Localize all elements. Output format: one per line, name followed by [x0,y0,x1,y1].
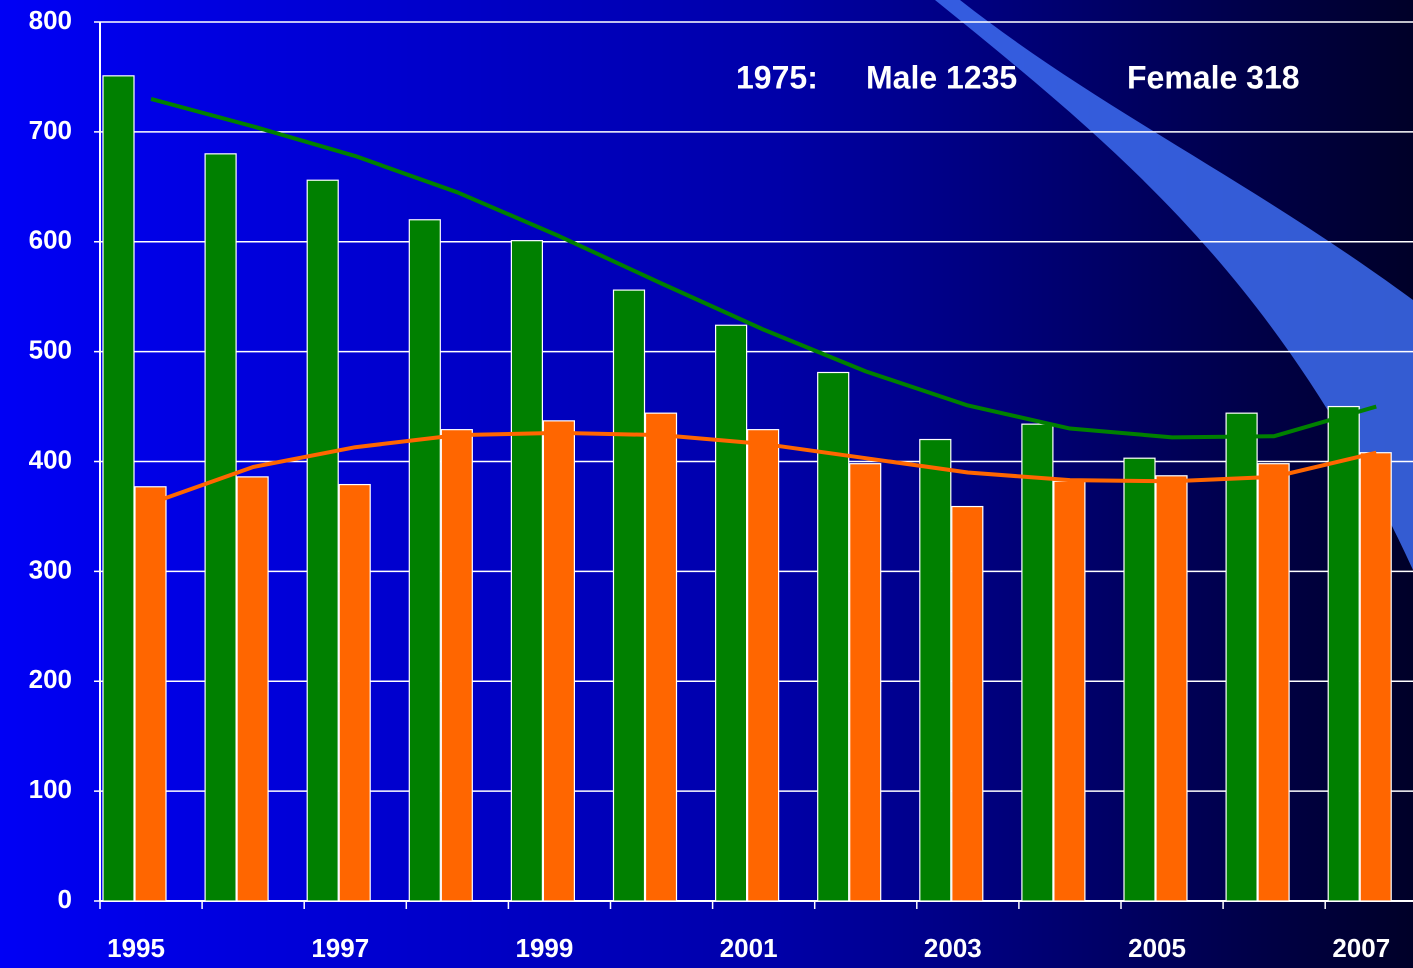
x-tick-label: 1997 [311,933,369,963]
x-tick-label: 2001 [720,933,778,963]
y-tick-label: 700 [29,115,72,145]
annotation: Male 1235 [866,59,1017,95]
y-tick-label: 600 [29,225,72,255]
bar [850,464,881,901]
bar [646,413,677,901]
y-tick-label: 800 [29,5,72,35]
bar [1328,407,1359,901]
bar [1226,413,1257,901]
bar [205,154,236,901]
page: {"chart_data": {"type": "bar", "categori… [0,0,1413,968]
bar [1156,476,1187,901]
bar [614,290,645,901]
bar [1124,458,1155,901]
y-tick-label: 0 [58,884,72,914]
bar [920,440,951,901]
bar [237,477,268,901]
bar [952,507,983,901]
x-tick-label: 2007 [1332,933,1390,963]
bar [1360,453,1391,901]
y-tick-label: 100 [29,774,72,804]
bar [716,325,747,901]
bar [409,220,440,901]
x-tick-label: 2005 [1128,933,1186,963]
bar [103,76,134,901]
bar [339,485,370,901]
y-tick-label: 200 [29,664,72,694]
bar [748,430,779,901]
annotation: Female 318 [1127,59,1300,95]
bar [1054,481,1085,901]
chart: 0 100 200 300 400 500 600 700 800 1995 1997 1999 200… [0,0,1413,968]
y-tick-label: 400 [29,444,72,474]
y-tick-label: 300 [29,554,72,584]
bar [543,421,574,901]
y-tick-label: 500 [29,335,72,365]
annotation: 1975: [736,59,818,95]
bar [1022,424,1053,901]
bar [511,241,542,901]
bar [135,487,166,901]
bar [1258,464,1289,901]
x-tick-label: 1999 [516,933,574,963]
x-tick-label: 1995 [107,933,165,963]
bar [441,430,472,901]
bar [307,180,338,901]
x-tick-label: 2003 [924,933,982,963]
